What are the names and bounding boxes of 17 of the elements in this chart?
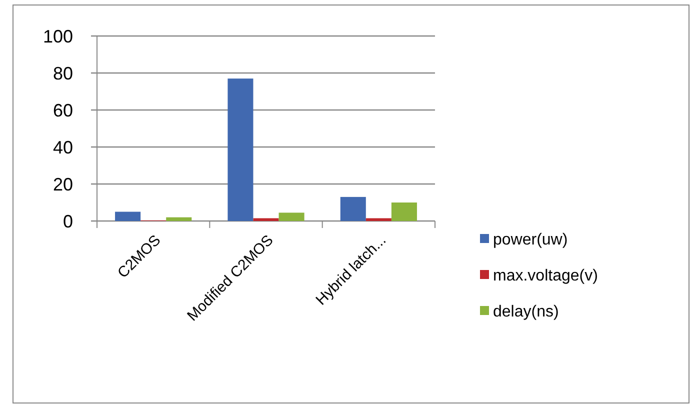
bar [340, 196, 366, 221]
bar [115, 212, 141, 221]
bar [278, 212, 304, 221]
bar [228, 78, 254, 221]
y-tick-label: 40 [52, 137, 73, 158]
legend-label: max.voltage(v) [493, 268, 598, 285]
legend-label: delay(ns) [493, 304, 559, 321]
y-tick-label: 100 [42, 26, 73, 46]
bar [391, 202, 417, 221]
bar [366, 218, 392, 221]
y-tick-label: 0 [62, 211, 73, 232]
bar [253, 218, 279, 221]
legend-label: power(uw) [493, 232, 568, 249]
y-tick-label: 60 [52, 100, 73, 120]
y-tick-label: 20 [52, 174, 73, 194]
bar [166, 217, 192, 221]
y-tick-label: 80 [52, 63, 73, 84]
